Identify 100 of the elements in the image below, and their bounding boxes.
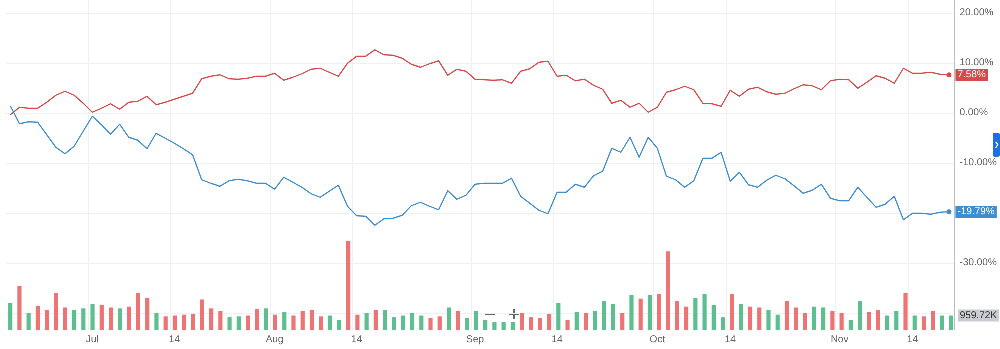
x-tick-label: 14 [552,334,564,346]
bar [36,306,40,330]
bar [739,304,744,330]
bar [638,298,643,330]
bar [328,316,332,330]
bar [766,310,771,330]
bar [72,310,77,330]
data-label: 7.58% [958,70,986,81]
bar [611,304,616,330]
bar [146,298,150,330]
bar [721,318,726,330]
bar [510,322,516,330]
bar [940,316,944,330]
y-tick-label: 20.00% [960,8,994,18]
bar [438,316,442,330]
x-tick-label: Aug [266,334,284,346]
bar [730,294,734,330]
bar [904,294,908,330]
bar [319,316,324,330]
bar [602,302,606,330]
bar [566,320,570,330]
bar [465,318,470,330]
bar [446,308,452,330]
bar [191,314,196,330]
x-tick-label: 14 [724,334,736,346]
y-tick-label: 0.00% [960,108,988,118]
bar [584,313,588,330]
bar [392,318,396,330]
bar [784,302,790,330]
bar [218,311,223,330]
bar [867,312,872,330]
bar [502,322,506,330]
bar [337,320,342,330]
bar [748,306,753,330]
bar [912,316,917,330]
bar [894,311,899,330]
bar [292,316,296,330]
bar [136,294,141,330]
bar [255,310,260,330]
bar [520,313,524,330]
bar [45,310,50,330]
bar [364,313,369,330]
bar [18,286,22,330]
bar [492,322,497,330]
bar [356,314,360,330]
bar [675,302,680,330]
bar [8,303,13,330]
bar [54,294,58,330]
x-tick-label: 14 [351,334,363,346]
bar [26,313,31,330]
x-tick-label: Nov [830,334,849,346]
bar [127,306,132,330]
bar [236,316,241,330]
bar [803,313,808,330]
x-tick-label: Sep [466,334,485,346]
bar [830,311,835,330]
bar [876,310,880,330]
bar [776,314,780,330]
bar [410,313,415,330]
bar [383,310,388,330]
bar [200,300,204,330]
bar [821,308,826,330]
bar [182,314,186,330]
bar [694,298,698,330]
bar [922,316,926,330]
bar [282,312,287,330]
bar [484,320,488,330]
bar [428,318,433,330]
bar [154,313,159,330]
bar [108,308,114,330]
x-tick-label: Jul [86,334,99,346]
bar [300,311,305,330]
bar [346,241,351,330]
bar [684,306,689,330]
bar [118,308,122,330]
bar [63,308,68,330]
bar [848,320,854,330]
bar [310,310,314,330]
bar [574,312,579,330]
bar [164,316,168,330]
data-label: -19.79% [958,206,996,218]
bar [858,302,862,330]
bar [374,310,378,330]
bar [273,314,278,330]
text: 959.72K [960,310,998,322]
bar [648,295,652,330]
bar [657,294,662,330]
bar [812,306,816,330]
bar [620,313,625,330]
bar [840,313,844,330]
y-tick-label: -30.00% [960,258,998,268]
bar [949,316,954,330]
bar [538,318,542,330]
bar [456,311,460,330]
y-tick-label: -10.00% [960,158,998,168]
bar [172,316,178,330]
bar [593,311,598,330]
bar [630,295,634,330]
bar [794,308,798,330]
bar [556,303,561,330]
